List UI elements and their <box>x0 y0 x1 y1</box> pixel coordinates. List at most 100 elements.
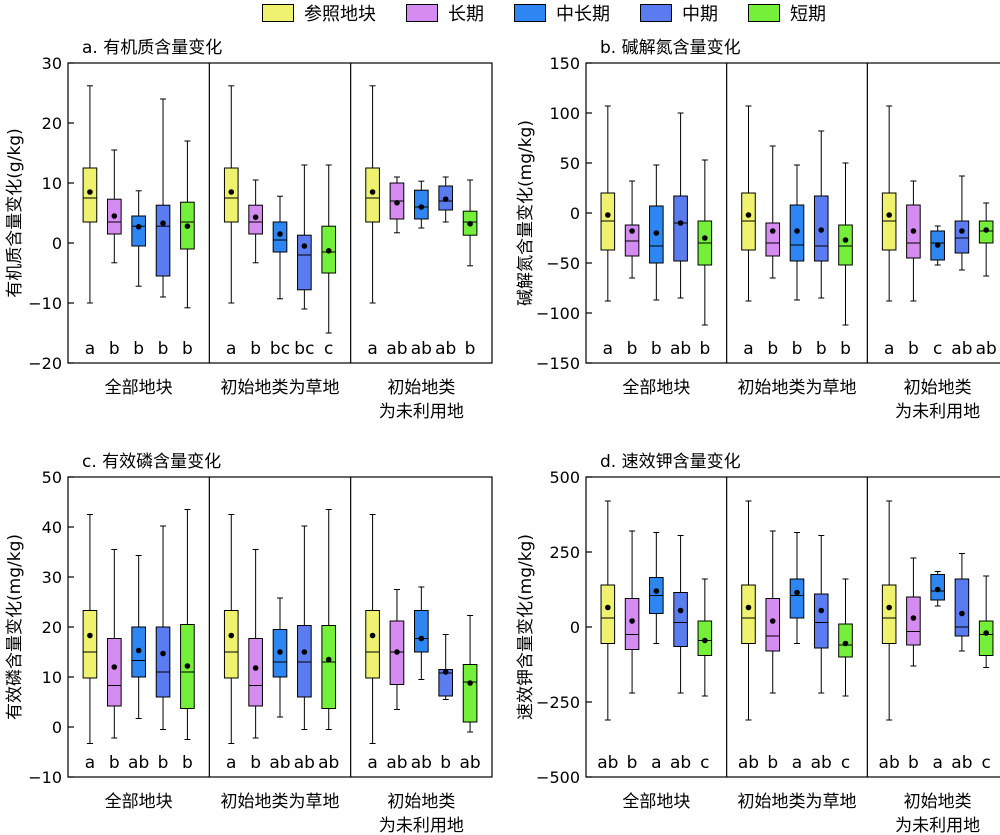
panel-4-group-2-box-5-letter: c <box>841 753 850 773</box>
panel-2-group-3-box-1-mean <box>886 212 892 218</box>
panel-2-group-2-box-5 <box>838 224 853 266</box>
panel-3-group-2-box-4-mean <box>301 649 308 655</box>
panel-1-y-tick-label: −10 <box>28 294 62 313</box>
panel-1-y-tick-label: 20 <box>42 114 62 133</box>
panel-4-group-3-box-3-mean <box>934 586 941 593</box>
panel-1-group-3-box-5-letter: b <box>465 339 476 359</box>
panel-4-group-3-box-2-letter: b <box>908 753 919 773</box>
panel-1-group-2-box-4 <box>297 234 312 291</box>
panel-1-group-1-box-1-letter: a <box>85 339 95 359</box>
panel-2-group-1-box-3-letter: b <box>651 339 662 359</box>
panel-1-group-label-3: 为未利用地 <box>379 402 464 422</box>
panel-1-group-1-box-4 <box>155 204 171 277</box>
panel-3-y-tick-label: 10 <box>42 668 62 687</box>
panel-3-group-1-box-3-letter: ab <box>128 753 149 773</box>
legend-label-reference: 参照地块 <box>304 4 376 25</box>
panel-3-group-3-box-3 <box>414 610 429 653</box>
panel-1-group-2-box-4-letter: bc <box>294 339 314 359</box>
panel-2-group-label-1: 全部地块 <box>622 378 690 398</box>
legend-item-short: 短期 <box>748 0 826 26</box>
panel-1-group-2-box-1-letter: a <box>226 339 236 359</box>
panel-2-group-3-box-4 <box>954 220 970 254</box>
panel-4-group-2-box-3-letter: a <box>792 753 802 773</box>
panel-4-group-2-box-2-mean <box>769 618 776 624</box>
panel-2-group-label-2: 初始地类为草地 <box>738 378 857 398</box>
panel-1-group-1-box-1 <box>82 167 98 223</box>
panel-4-group-2-box-4 <box>813 593 829 649</box>
panel-4-group-label-2: 初始地类为草地 <box>738 792 857 812</box>
panel-4-y-tick-label: −250 <box>536 693 580 712</box>
panel-3-group-3-box-5-letter: ab <box>459 753 480 773</box>
panel-4-group-2-box-1-mean <box>745 604 752 611</box>
panel-2-group-1-box-1-mean <box>605 212 611 218</box>
panel-3-group-3-box-1-letter: a <box>367 753 377 773</box>
panel-4-group-3-box-5 <box>978 620 994 656</box>
panel-4-group-1-box-1-letter: ab <box>597 753 618 773</box>
panel-4-group-3-box-1-mean <box>886 604 892 611</box>
panel-1-group-1-box-3-letter: b <box>133 339 144 359</box>
panel-3-group-2-box-2-mean <box>252 665 259 671</box>
panel-3-group-3-box-4-letter: b <box>440 753 451 773</box>
panel-4-group-3-box-1 <box>881 584 897 644</box>
panel-3-group-2-box-4-letter: ab <box>294 753 315 773</box>
panel-3-group-label-3: 初始地类 <box>387 792 455 812</box>
panel-3-group-3-box-5-mean <box>467 680 473 686</box>
panel-3-group-3-box-2-mean <box>394 649 400 655</box>
panel-2-group-3-box-4-mean <box>959 228 965 234</box>
panel-4-group-2-box-1 <box>741 584 756 644</box>
panel-3-group-2-box-2-letter: b <box>250 753 261 773</box>
panel-2-group-3-box-2-mean <box>910 228 917 234</box>
panel-1-group-3-box-3-letter: ab <box>411 339 432 359</box>
panel-1-group-3-box-2-mean <box>394 200 400 206</box>
panel-4-group-3-box-4-letter: ab <box>951 753 972 773</box>
panel-3-group-1-box-4-mean <box>160 650 166 657</box>
panel-4-group-3-box-2-mean <box>910 615 917 621</box>
panel-1-group-3-box-3-mean <box>418 204 425 210</box>
legend-label-mid: 中期 <box>682 4 718 25</box>
panel-3-group-2-box-2 <box>248 638 263 707</box>
panel-4-group-3-box-1-letter: ab <box>879 753 900 773</box>
panel-3-group-2-box-1 <box>223 610 239 679</box>
panel-4-group-3-box-5-letter: c <box>981 753 990 773</box>
panel-4-y-tick-label: 250 <box>549 543 580 562</box>
panel-1-group-3-box-4-letter: ab <box>435 339 456 359</box>
panel-2-group-3-box-4-letter: ab <box>951 339 972 359</box>
legend-swatch-short <box>748 4 780 22</box>
panel-2-y-tick-label: 100 <box>549 104 580 123</box>
panel-1-group-label-3: 初始地类 <box>387 378 455 398</box>
panel-3-y-tick-label: 30 <box>42 568 62 587</box>
panel-1-group-3-box-5-mean <box>467 221 473 227</box>
panel-2-group-3-box-3-mean <box>934 242 941 248</box>
panel-2-y-axis-label: 碱解氮含量变化(mg/kg) <box>516 120 536 306</box>
panel-4-group-1-box-4-letter: ab <box>670 753 691 773</box>
panel-1-group-2-box-1 <box>223 167 239 223</box>
panel-3-y-tick-label: 50 <box>42 468 62 487</box>
panel-3-y-tick-label: −10 <box>28 768 62 787</box>
panel-2-group-2-box-2-mean <box>769 228 776 234</box>
panel-2-group-2-box-4-mean <box>818 227 825 233</box>
panel-4-group-1-box-3-mean <box>653 588 660 594</box>
panel-1-group-3-box-1-mean <box>369 189 376 195</box>
panel-1-y-axis-label: 有机质含量变化(g/kg) <box>5 128 25 297</box>
panel-1-group-2-box-1-mean <box>228 189 235 195</box>
panel-3-group-1-box-3-mean <box>135 647 142 654</box>
panel-1-group-2-box-5-letter: c <box>324 339 333 359</box>
panel-3-group-2-box-5-letter: ab <box>318 753 339 773</box>
legend: 参照地块 长期 中长期 中期 短期 <box>262 0 856 26</box>
panel-4-group-1-box-2 <box>624 598 640 650</box>
legend-item-long: 长期 <box>406 0 484 26</box>
panel-4-group-label-3: 为未利用地 <box>895 816 980 835</box>
panel-4-group-2-box-3-mean <box>794 589 800 596</box>
panel-2-group-1-box-2-mean <box>629 228 635 234</box>
panel-2-group-1-box-1-letter: a <box>603 339 613 359</box>
panel-3-group-3-box-4-mean <box>442 669 449 675</box>
panel-1-group-3-box-4-mean <box>442 196 449 202</box>
panel-1-title: a. 有机质含量变化 <box>82 38 222 58</box>
panel-3-group-1-box-1-mean <box>87 632 93 639</box>
panel-4-group-2-box-4-mean <box>818 607 825 614</box>
panel-4-group-1-box-2-letter: b <box>627 753 638 773</box>
panel-4-group-2-box-5 <box>838 623 853 658</box>
panel-1-group-1-box-1-mean <box>87 189 93 195</box>
panel-2-group-3-box-3-letter: c <box>933 339 942 359</box>
panel-1-group-3-box-1 <box>365 167 380 223</box>
